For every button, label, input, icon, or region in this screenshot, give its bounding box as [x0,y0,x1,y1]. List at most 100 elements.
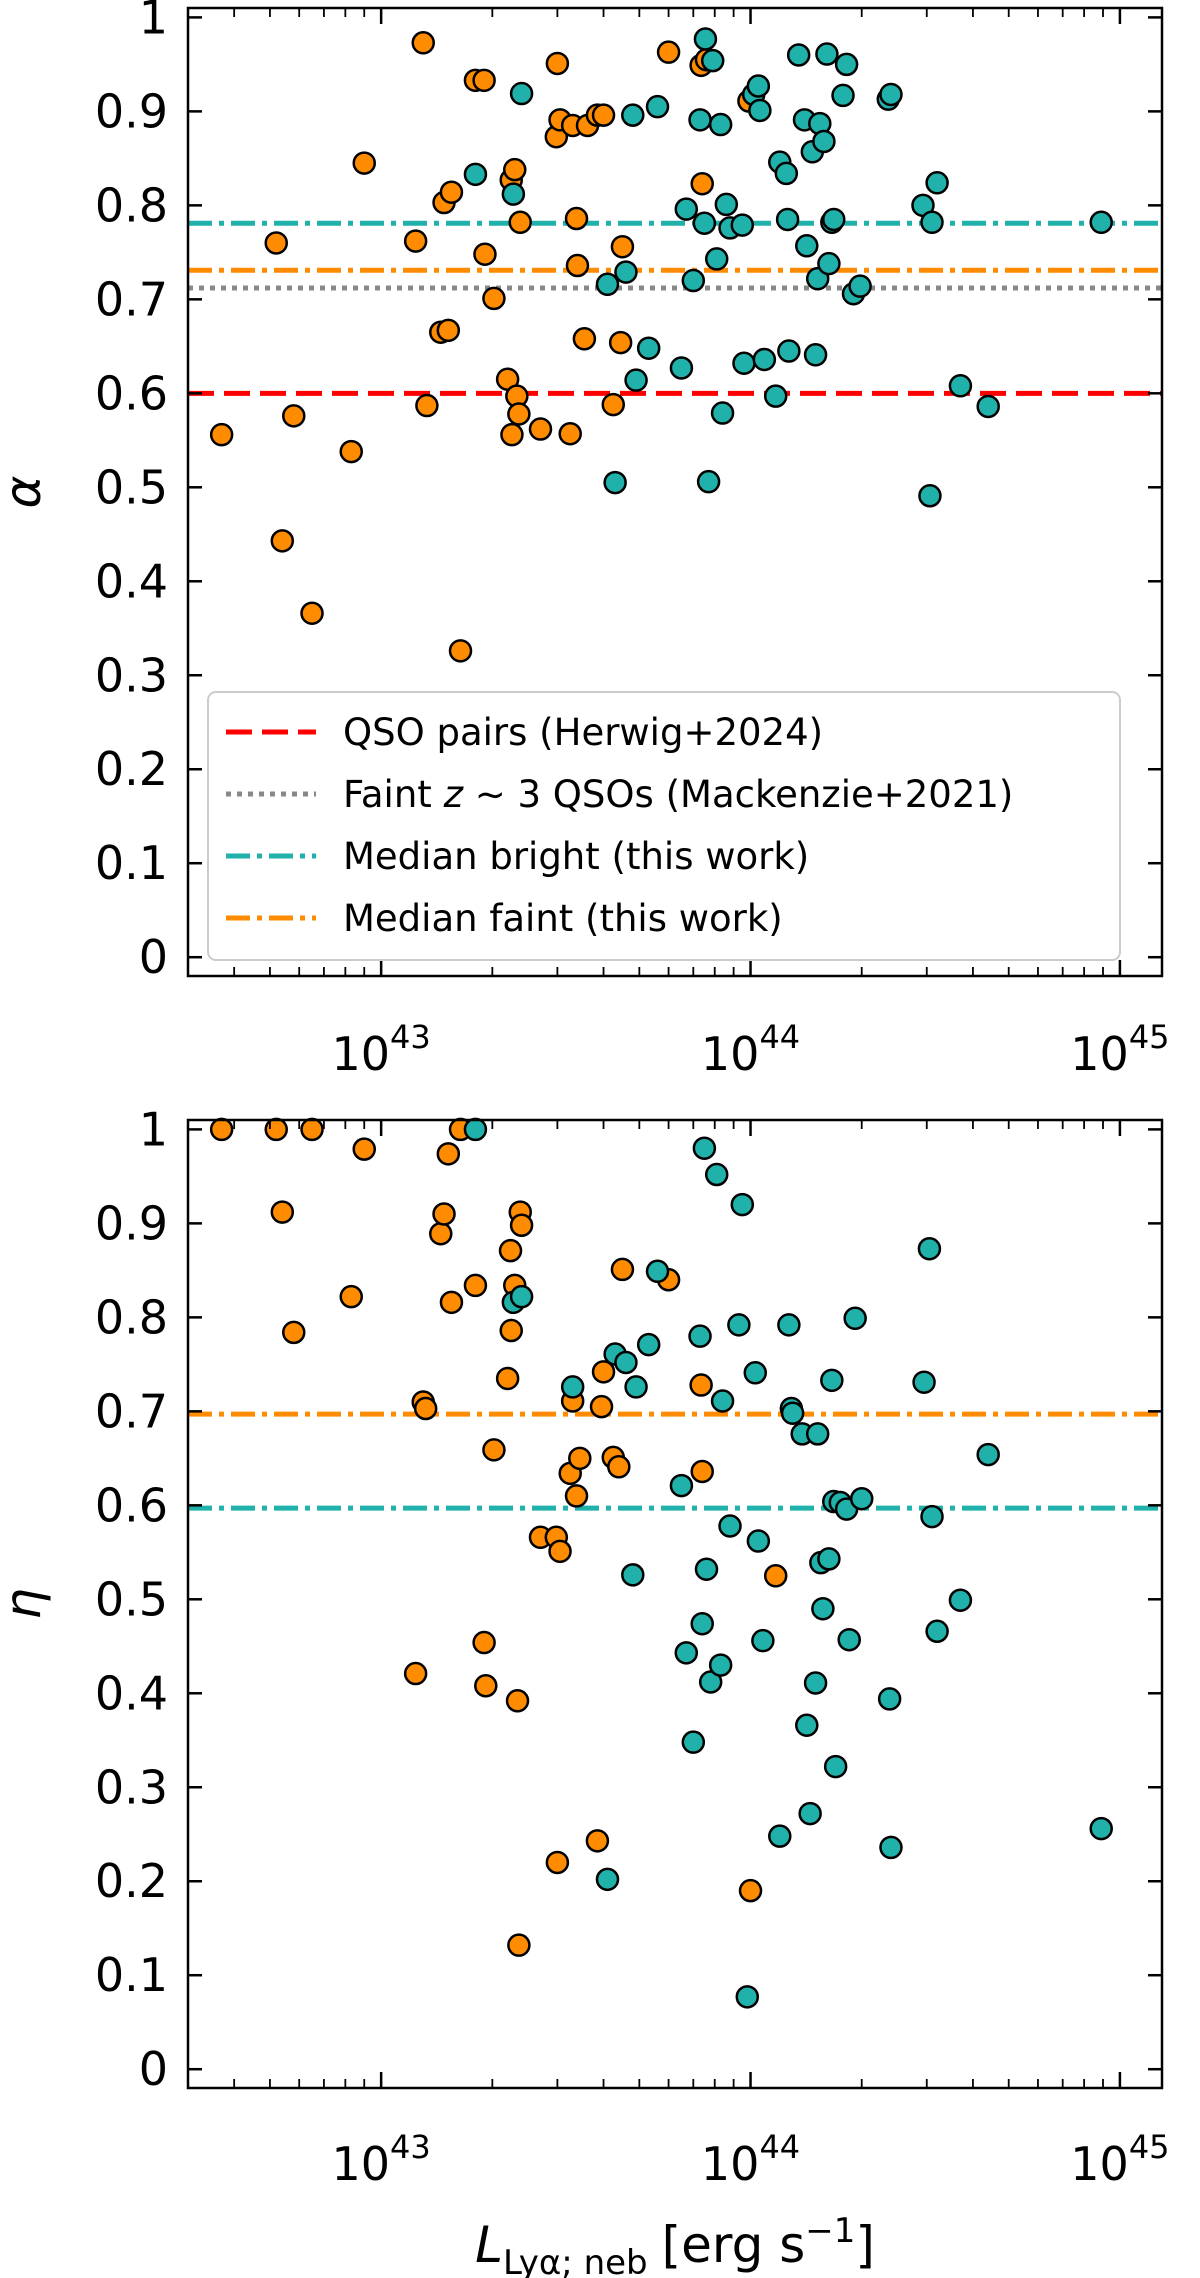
x-tick-label: 1043 [332,1018,431,1081]
faint-point [591,103,616,127]
alpha-reference-lines [188,220,1162,396]
bright-point [509,81,534,106]
bright-point [614,1350,638,1375]
bright-point [690,1611,714,1636]
faint-point [507,402,531,426]
x-axis-label-unit-exponent: −1 [805,2211,855,2251]
bright-point [746,1529,771,1553]
faint-point [589,1394,614,1419]
faint-point [505,1689,530,1713]
faint-point [436,318,461,343]
bright-point [798,1801,822,1826]
legend-box [207,691,1121,961]
bright-point [976,1442,1000,1467]
x-tick-label: 1043 [332,2128,431,2191]
faint-point [545,51,570,76]
legend: QSO pairs (Herwig+2024) Faint z ∼ 3 QSOs … [207,691,1121,961]
faint-point [572,327,597,351]
y-tick-label: 0.5 [95,460,168,514]
bright-point [795,234,819,258]
faint-point [448,639,473,663]
bright-point [694,1557,719,1581]
bright-point [645,94,670,119]
bright-point [698,1670,723,1694]
faint-point [548,1539,572,1564]
bright-point [920,210,944,235]
faint-point [610,1257,635,1282]
y-tick-label: 0.7 [95,272,168,326]
y-tick-label: 0.3 [95,648,168,702]
bright-point [710,401,735,425]
bright-point [624,1375,648,1399]
legend-label: Faint z ∼ 3 QSOs (Mackenzie+2021) [343,773,1013,816]
faint-point [738,1878,763,1903]
bright-point [912,1370,936,1394]
faint-point [545,1850,570,1875]
bright-point [1089,210,1113,235]
y-tick-label: 0.3 [95,1760,168,1814]
bright-point [925,1619,949,1644]
bright-point [696,469,721,494]
faint-point [498,1238,523,1263]
y-tick-label: 0.6 [95,1478,168,1532]
eta-points [209,1117,1113,2009]
bright-point [1089,1816,1113,1841]
bright-point [925,171,949,195]
bright-point [704,1162,729,1187]
bright-point [669,356,694,380]
legend-items: QSO pairs (Herwig+2024) Faint z ∼ 3 QSOs … [226,711,1013,940]
faint-point [300,1117,324,1142]
faint-point [209,422,234,447]
y-tick-label: 0 [139,930,168,984]
x-axis-label-unit-close: ] [855,2216,875,2274]
bright-point [463,1117,488,1142]
faint-point [270,529,295,553]
faint-point [608,330,633,355]
faint-point [558,421,582,446]
y-tick-label: 0.8 [95,1290,168,1344]
bright-point [730,213,755,237]
x-axis-label: LLyα; neb [erg s−1] [475,2211,875,2278]
bright-point [714,192,739,217]
y-tick-label: 0.8 [95,178,168,232]
bright-point [815,42,839,66]
bright-point [730,1192,755,1217]
bright-point [879,1835,903,1860]
y-tick-label: 1 [139,1102,168,1156]
faint-point [690,171,714,196]
faint-point [610,234,635,259]
bright-point [849,1486,874,1511]
bright-point [834,52,859,77]
faint-point [352,1137,376,1161]
faint-point [565,253,590,278]
bright-point [805,1422,830,1446]
x-tick-label: 1045 [1070,1018,1169,1081]
alpha-axes-frame [186,6,1164,978]
x-axis-label-unit: [erg s [662,2216,806,2274]
y-tick-label: 0 [139,2042,168,2096]
eta-reference-lines [188,1411,1162,1511]
y-tick-label: 0.4 [95,554,168,608]
y-tick-label: 0.1 [95,836,168,890]
bright-point [674,197,699,221]
bright-point [812,129,836,154]
bright-point [920,1504,944,1529]
bright-point [751,1628,775,1653]
bright-point [823,1754,848,1779]
bright-point [843,1306,867,1331]
faint-point [339,439,364,464]
eta-y-axis-label: η [0,1588,52,1620]
bright-point [636,336,661,360]
y-tick-label: 0.7 [95,1384,168,1438]
faint-point [432,1202,456,1226]
y-tick-label: 0.2 [95,1854,168,1908]
bright-point [752,347,777,372]
bright-point [746,74,771,98]
bright-point [636,1332,661,1357]
eta-panel: 00.10.20.30.40.50.60.70.80.91 1043 1044 10… [0,1102,1170,2278]
bright-point [879,82,903,107]
bright-point [463,162,488,187]
faint-point [403,1661,428,1686]
bright-point [718,1514,742,1538]
